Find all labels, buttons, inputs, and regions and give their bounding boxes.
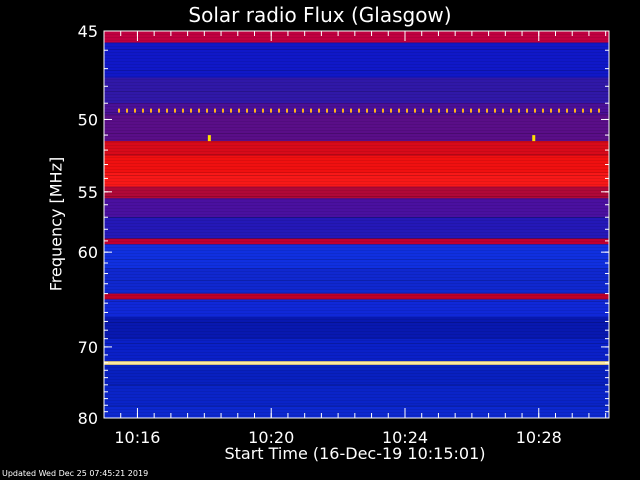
y-tick-label: 55 [78, 183, 98, 202]
x-tick-label: 10:24 [382, 428, 428, 447]
frequency-band-2 [104, 77, 609, 104]
frequency-band-12 [104, 244, 609, 269]
x-tick-label: 10:20 [248, 428, 294, 447]
y-tick-label: 45 [78, 22, 98, 41]
frequency-band-18 [104, 361, 609, 366]
x-axis-label: Start Time (16-Dec-19 10:15:01) [224, 444, 486, 463]
x-tick-label: 10:28 [516, 428, 562, 447]
x-tick-label: 10:16 [114, 428, 160, 447]
frequency-band-19 [104, 365, 609, 385]
spectrogram-marks [104, 31, 609, 416]
frequency-band-16 [104, 316, 609, 339]
frequency-band-4 [104, 114, 609, 142]
frequency-band-6 [104, 155, 609, 173]
frequency-band-20 [104, 384, 609, 406]
axes: 45 50 55 60 70 80 10:16 10:20 10:24 10:28 [78, 22, 609, 447]
frequency-band-1 [104, 42, 609, 78]
burst-spike-0 [207, 135, 211, 142]
chart-title: Solar radio Flux (Glasgow) [188, 3, 452, 27]
burst-spike-1 [532, 135, 536, 142]
plot-frame [103, 30, 610, 419]
frequency-band-9 [104, 198, 609, 218]
frequency-band-10 [104, 217, 609, 239]
updated-timestamp: Updated Wed Dec 25 07:45:21 2019 [2, 469, 149, 478]
frequency-band-0 [104, 31, 609, 43]
frequency-band-14 [104, 293, 609, 300]
frequency-band-15 [104, 299, 609, 317]
frequency-band-3 [104, 103, 609, 115]
y-tick-label: 70 [78, 338, 98, 357]
frequency-band-7 [104, 172, 609, 187]
frequency-band-17 [104, 338, 609, 362]
frequency-band-11 [104, 238, 609, 245]
y-tick-label: 60 [78, 243, 98, 262]
spectrogram-bands [104, 31, 609, 418]
frequency-band-13 [104, 268, 609, 294]
frequency-band-8 [104, 186, 609, 199]
y-tick-label: 80 [78, 409, 98, 428]
frequency-band-21 [104, 405, 609, 418]
frequency-band-5 [104, 141, 609, 156]
y-tick-label: 50 [78, 110, 98, 129]
